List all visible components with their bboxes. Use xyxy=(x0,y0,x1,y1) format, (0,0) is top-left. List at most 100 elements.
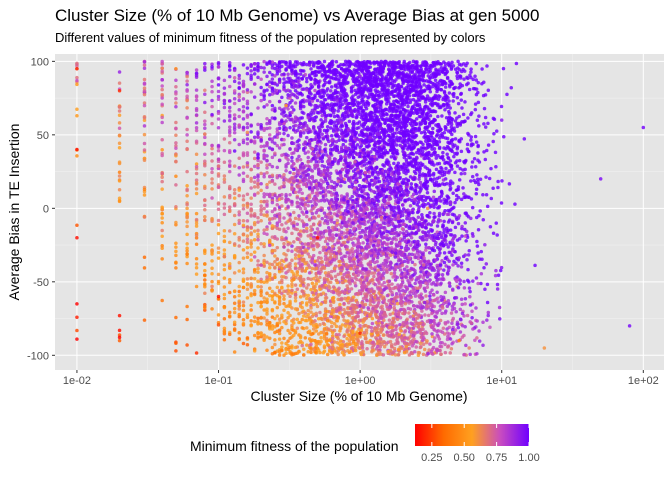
data-point xyxy=(473,107,478,112)
data-point xyxy=(403,67,407,72)
data-point xyxy=(434,134,439,138)
data-point xyxy=(318,223,322,227)
data-point xyxy=(295,269,300,274)
data-point xyxy=(298,339,303,344)
data-point xyxy=(336,352,340,357)
data-point xyxy=(303,72,308,77)
data-point xyxy=(469,111,474,115)
data-point xyxy=(222,202,227,206)
data-point xyxy=(425,285,430,290)
data-point xyxy=(241,198,246,202)
data-point xyxy=(440,272,445,277)
data-point xyxy=(302,229,306,233)
data-point xyxy=(259,92,263,97)
data-point xyxy=(216,231,221,236)
data-point xyxy=(443,350,448,355)
data-point xyxy=(288,59,292,64)
data-point xyxy=(256,191,260,195)
data-point xyxy=(232,191,237,196)
data-point xyxy=(249,232,253,237)
data-point xyxy=(509,85,514,90)
data-point xyxy=(293,101,298,105)
data-point xyxy=(203,248,207,252)
data-point xyxy=(262,195,266,199)
data-point xyxy=(431,195,436,200)
data-point xyxy=(469,216,473,221)
data-point xyxy=(256,270,260,274)
data-point xyxy=(232,294,237,299)
data-point xyxy=(245,234,250,238)
data-point xyxy=(75,315,79,320)
data-point xyxy=(142,82,147,86)
data-point xyxy=(194,68,199,72)
data-point xyxy=(428,294,432,298)
data-point xyxy=(448,233,453,237)
data-point xyxy=(222,292,227,297)
data-point xyxy=(245,141,250,146)
data-point xyxy=(328,151,333,156)
data-point xyxy=(398,258,403,262)
data-point xyxy=(297,245,301,250)
data-point xyxy=(268,146,272,150)
data-point xyxy=(345,231,349,235)
data-point xyxy=(256,185,260,189)
data-point xyxy=(468,295,472,299)
data-point xyxy=(354,115,359,120)
data-point xyxy=(322,327,327,331)
data-point xyxy=(227,159,232,164)
data-point xyxy=(480,67,484,71)
data-point xyxy=(290,136,294,140)
data-point xyxy=(185,184,189,188)
data-point xyxy=(459,265,464,269)
data-point xyxy=(306,276,310,281)
data-point xyxy=(237,312,241,317)
data-point xyxy=(293,88,298,93)
data-point xyxy=(160,175,164,180)
data-point xyxy=(329,269,334,274)
data-point xyxy=(445,76,450,81)
data-point xyxy=(295,95,300,100)
data-point xyxy=(443,290,448,295)
data-point xyxy=(222,229,227,233)
data-point xyxy=(185,232,189,237)
data-point xyxy=(357,241,362,246)
data-point xyxy=(471,279,475,283)
data-point xyxy=(222,276,227,280)
data-point xyxy=(473,102,478,106)
data-point xyxy=(210,121,214,126)
data-point xyxy=(482,265,486,270)
data-point xyxy=(403,302,408,306)
data-point xyxy=(351,155,356,160)
data-point xyxy=(335,214,340,218)
data-point xyxy=(293,266,298,271)
data-point xyxy=(270,345,275,350)
data-point xyxy=(252,139,257,143)
data-point xyxy=(394,99,399,103)
data-point xyxy=(438,318,443,323)
data-point xyxy=(483,125,488,129)
data-point xyxy=(222,148,227,153)
data-point xyxy=(462,279,466,284)
data-point xyxy=(252,164,257,169)
data-point xyxy=(419,187,423,191)
data-point xyxy=(300,300,304,305)
data-point xyxy=(487,176,492,181)
data-point xyxy=(320,132,324,136)
data-point xyxy=(245,336,250,340)
data-point xyxy=(160,120,164,125)
data-point xyxy=(216,185,221,189)
data-point xyxy=(330,330,335,335)
data-point xyxy=(160,221,164,225)
data-point xyxy=(432,189,437,194)
data-point xyxy=(315,98,320,103)
data-point xyxy=(372,189,376,194)
data-point xyxy=(203,110,207,114)
data-point xyxy=(185,220,189,224)
data-point xyxy=(335,85,340,90)
data-point xyxy=(249,196,253,200)
data-point xyxy=(441,150,445,155)
data-point xyxy=(237,303,241,308)
data-point xyxy=(259,188,263,193)
data-point xyxy=(290,155,294,160)
data-point xyxy=(322,211,327,215)
